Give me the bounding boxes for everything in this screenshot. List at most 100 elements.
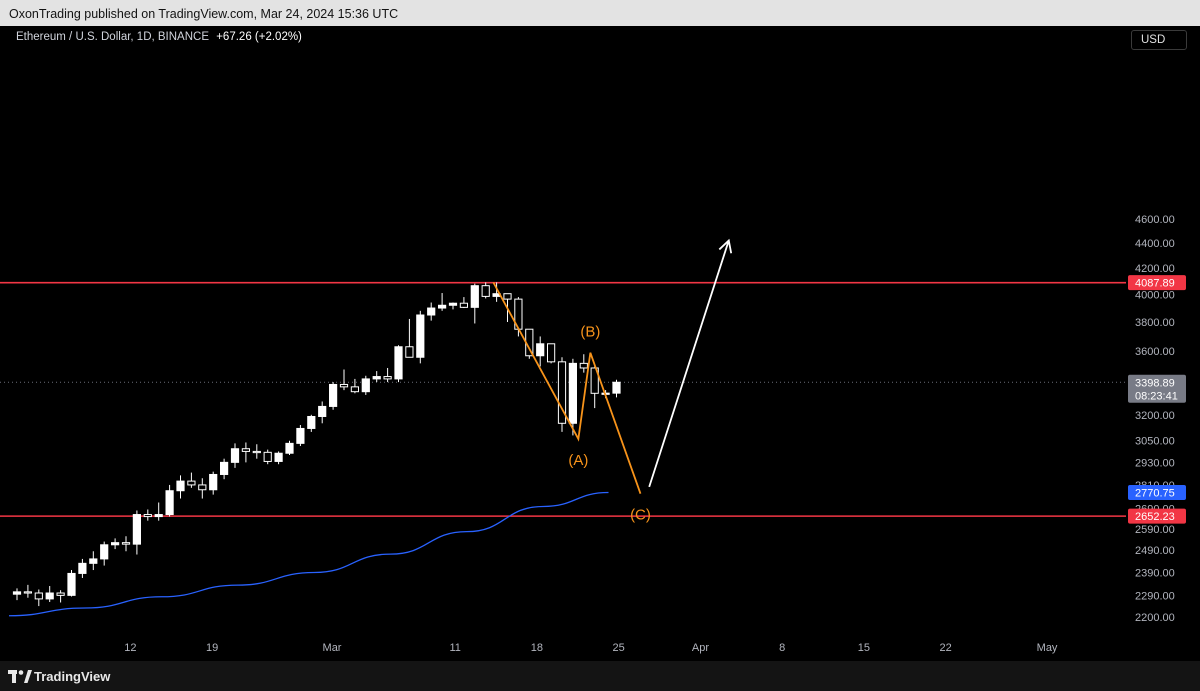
x-tick-label: 12	[124, 642, 136, 654]
candle-body	[209, 473, 218, 491]
y-tick-label: 2390.00	[1135, 567, 1175, 579]
candle-body	[132, 514, 142, 545]
candle-body	[568, 362, 577, 424]
currency-button[interactable]: USD	[1131, 30, 1187, 50]
candle-body	[34, 592, 43, 600]
y-tick-label: 4400.00	[1135, 238, 1175, 250]
candle-body	[339, 383, 349, 388]
candle-body	[416, 314, 425, 358]
candle-body	[78, 562, 87, 574]
candle-body	[372, 376, 381, 380]
candle-body	[274, 452, 283, 462]
candle-body	[176, 480, 185, 492]
candle-body	[100, 544, 109, 560]
candle-body	[590, 367, 599, 394]
projection-arrow-line	[648, 240, 730, 488]
candle-body	[481, 285, 490, 297]
y-tick-label: 2200.00	[1135, 612, 1175, 624]
candle-body	[154, 514, 163, 518]
candle-body	[350, 386, 359, 393]
y-tick-label: 3600.00	[1135, 346, 1175, 358]
x-tick-label: 19	[206, 642, 218, 654]
candle-body	[285, 442, 294, 454]
candle-body	[252, 450, 261, 454]
candle-body	[383, 376, 392, 380]
support-price-label: 2652.23	[1135, 511, 1175, 523]
footer-brand: TradingView	[34, 669, 111, 684]
publisher-header: OxonTrading published on TradingView.com…	[0, 0, 1200, 26]
candle-body	[470, 285, 479, 308]
candle-body	[23, 591, 32, 594]
wave-label-b: (B)	[580, 324, 600, 341]
candle-body	[557, 361, 567, 424]
candle-body	[448, 302, 458, 306]
candle-body	[143, 514, 152, 518]
current-price-label-bg	[1128, 374, 1186, 403]
wave-label-a: (A)	[568, 452, 588, 469]
candle-body	[198, 484, 207, 491]
y-tick-label: 4000.00	[1135, 289, 1175, 301]
tradingview-logo-icon	[8, 670, 32, 683]
current-price-label: 3398.89	[1135, 377, 1175, 389]
wave-label-c: (C)	[630, 507, 651, 524]
y-tick-label: 4200.00	[1135, 263, 1175, 275]
candle-body	[405, 346, 414, 358]
x-tick-label: 22	[940, 642, 952, 654]
candle-body	[111, 542, 120, 546]
candle-body	[438, 304, 447, 309]
candle-body	[503, 293, 512, 300]
y-tick-label: 2930.00	[1135, 457, 1175, 469]
candle-body	[612, 381, 621, 394]
candle-body	[296, 427, 305, 444]
y-tick-label: 3800.00	[1135, 317, 1175, 329]
resistance-price-label: 4087.89	[1135, 278, 1175, 290]
candle-body	[121, 542, 131, 545]
candle-body	[394, 346, 403, 380]
chart-area[interactable]	[0, 26, 1200, 661]
candle-body	[579, 362, 588, 369]
candle-body	[547, 343, 556, 363]
candle-body	[427, 307, 436, 316]
y-tick-label: 2290.00	[1135, 590, 1175, 602]
symbol-name: Ethereum / U.S. Dollar, 1D, BINANCE	[16, 31, 210, 43]
candle-body	[361, 378, 370, 393]
x-tick-label: Mar	[323, 642, 342, 654]
x-tick-label: 11	[449, 642, 460, 654]
candle-body	[329, 383, 338, 407]
footer-bar: TradingView	[0, 661, 1200, 691]
candle-body	[307, 415, 316, 429]
symbol-title: Ethereum / U.S. Dollar, 1D, BINANCE +67.…	[16, 31, 302, 43]
x-tick-label: 25	[613, 642, 625, 654]
ma-price-label: 2770.75	[1135, 488, 1175, 500]
x-tick-label: Apr	[692, 642, 709, 654]
projection-arrowhead-icon	[718, 238, 733, 254]
y-tick-label: 2590.00	[1135, 524, 1175, 536]
y-tick-label: 2490.00	[1135, 545, 1175, 557]
candle-body	[56, 592, 65, 596]
candle-body	[89, 558, 98, 564]
candle-body	[165, 490, 174, 516]
candle-body	[12, 591, 22, 595]
support-price-label-bg	[1128, 508, 1186, 524]
publisher-line: OxonTrading published on TradingView.com…	[9, 7, 399, 21]
candle-body	[241, 448, 251, 452]
candle-body	[263, 451, 272, 462]
ma-price-label-bg	[1128, 485, 1186, 501]
x-tick-label: 8	[779, 642, 785, 654]
wave-lines	[492, 281, 642, 494]
candle-body	[67, 572, 76, 596]
y-tick-label: 3200.00	[1135, 410, 1175, 422]
x-tick-label: 15	[858, 642, 870, 654]
candle-body	[230, 448, 240, 463]
y-tick-label: 4600.00	[1135, 214, 1175, 226]
candle-body	[318, 405, 327, 417]
candle-body	[220, 461, 229, 475]
candle-body	[187, 480, 196, 486]
x-tick-label: May	[1037, 642, 1058, 654]
candle-body	[459, 302, 468, 308]
y-tick-label: 3050.00	[1135, 436, 1175, 448]
moving-average-line	[8, 491, 609, 617]
price-change: +67.26 (+2.02%)	[216, 31, 302, 43]
price-chart[interactable]: (A) (B) (C) 4600.00 4400.00 4200.00 4000.00 38…	[0, 0, 1200, 661]
x-tick-label: 18	[531, 642, 543, 654]
